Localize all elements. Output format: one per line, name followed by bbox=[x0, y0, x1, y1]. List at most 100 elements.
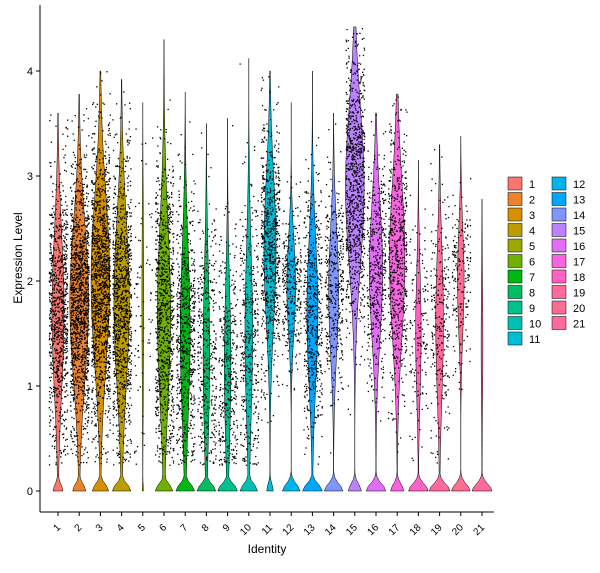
data-point bbox=[58, 318, 61, 320]
data-point bbox=[158, 262, 160, 264]
data-point bbox=[49, 422, 51, 424]
data-point bbox=[128, 321, 131, 323]
data-point bbox=[125, 252, 128, 254]
violin-10 bbox=[239, 58, 258, 492]
data-point bbox=[92, 387, 94, 389]
data-point bbox=[100, 219, 102, 221]
data-point bbox=[97, 312, 99, 314]
data-point bbox=[86, 249, 88, 252]
data-point bbox=[51, 280, 53, 282]
data-point bbox=[129, 271, 131, 273]
data-point bbox=[52, 256, 54, 259]
data-point bbox=[156, 268, 158, 270]
data-point bbox=[72, 245, 74, 247]
data-point bbox=[150, 293, 152, 295]
data-point bbox=[75, 273, 77, 275]
data-point bbox=[168, 400, 170, 402]
data-point bbox=[122, 298, 124, 301]
data-point bbox=[118, 273, 120, 275]
data-point bbox=[97, 183, 100, 186]
data-point bbox=[63, 308, 65, 311]
data-point bbox=[100, 286, 102, 289]
data-point bbox=[164, 350, 166, 352]
data-point bbox=[98, 353, 101, 355]
data-point bbox=[55, 291, 57, 294]
data-point bbox=[167, 347, 170, 350]
data-point bbox=[158, 320, 160, 322]
data-point bbox=[124, 328, 127, 330]
data-point bbox=[59, 351, 61, 353]
data-point bbox=[92, 102, 95, 104]
data-point bbox=[103, 385, 106, 387]
data-point bbox=[93, 294, 95, 296]
data-point bbox=[92, 183, 94, 185]
data-point bbox=[116, 320, 118, 322]
data-point bbox=[114, 277, 117, 279]
data-point bbox=[92, 103, 94, 106]
data-point bbox=[102, 280, 104, 283]
data-point bbox=[125, 248, 127, 250]
data-point bbox=[81, 446, 83, 448]
data-point bbox=[138, 305, 140, 308]
data-point bbox=[71, 452, 74, 455]
data-point bbox=[83, 387, 86, 389]
data-point bbox=[75, 262, 77, 264]
data-point bbox=[99, 237, 101, 239]
data-point bbox=[61, 402, 64, 405]
data-point bbox=[53, 320, 55, 323]
data-point bbox=[88, 244, 90, 246]
data-point bbox=[83, 325, 85, 328]
data-point bbox=[74, 266, 76, 268]
data-point bbox=[54, 348, 56, 350]
data-point bbox=[91, 166, 93, 168]
data-point bbox=[95, 319, 97, 321]
data-point bbox=[125, 366, 127, 369]
data-point bbox=[49, 242, 51, 245]
data-point bbox=[123, 280, 125, 283]
data-point bbox=[99, 366, 101, 368]
data-point bbox=[121, 284, 124, 286]
data-point bbox=[60, 380, 62, 382]
data-point bbox=[53, 296, 55, 298]
data-point bbox=[101, 214, 104, 217]
data-point bbox=[161, 273, 164, 275]
data-point bbox=[102, 274, 104, 276]
data-point bbox=[49, 380, 52, 382]
data-point bbox=[118, 258, 120, 260]
data-point bbox=[86, 432, 89, 434]
data-point bbox=[107, 376, 109, 378]
data-point bbox=[70, 374, 72, 376]
data-point bbox=[51, 445, 53, 447]
data-point bbox=[128, 419, 130, 422]
data-point bbox=[130, 421, 132, 423]
data-point bbox=[92, 242, 94, 244]
data-point bbox=[64, 293, 66, 295]
data-point bbox=[121, 320, 123, 323]
data-point bbox=[94, 295, 97, 297]
data-point bbox=[122, 396, 124, 399]
data-point bbox=[169, 220, 171, 222]
data-point bbox=[81, 265, 83, 267]
data-point bbox=[118, 360, 120, 362]
data-point bbox=[103, 318, 106, 320]
data-point bbox=[98, 336, 100, 338]
data-point bbox=[96, 205, 98, 207]
data-point bbox=[107, 266, 110, 268]
data-point bbox=[87, 389, 89, 391]
data-point bbox=[161, 329, 163, 331]
data-point bbox=[112, 261, 115, 263]
data-point bbox=[80, 313, 82, 315]
data-point bbox=[102, 272, 105, 274]
data-point bbox=[163, 219, 165, 221]
data-point bbox=[70, 317, 72, 319]
data-point bbox=[52, 391, 55, 393]
data-point bbox=[97, 218, 99, 220]
data-point bbox=[78, 295, 80, 297]
data-point bbox=[166, 177, 168, 179]
data-point bbox=[72, 323, 75, 325]
data-point bbox=[100, 266, 102, 268]
data-point bbox=[163, 181, 165, 183]
data-point bbox=[96, 253, 99, 255]
data-point bbox=[164, 372, 166, 374]
data-point bbox=[117, 340, 119, 342]
